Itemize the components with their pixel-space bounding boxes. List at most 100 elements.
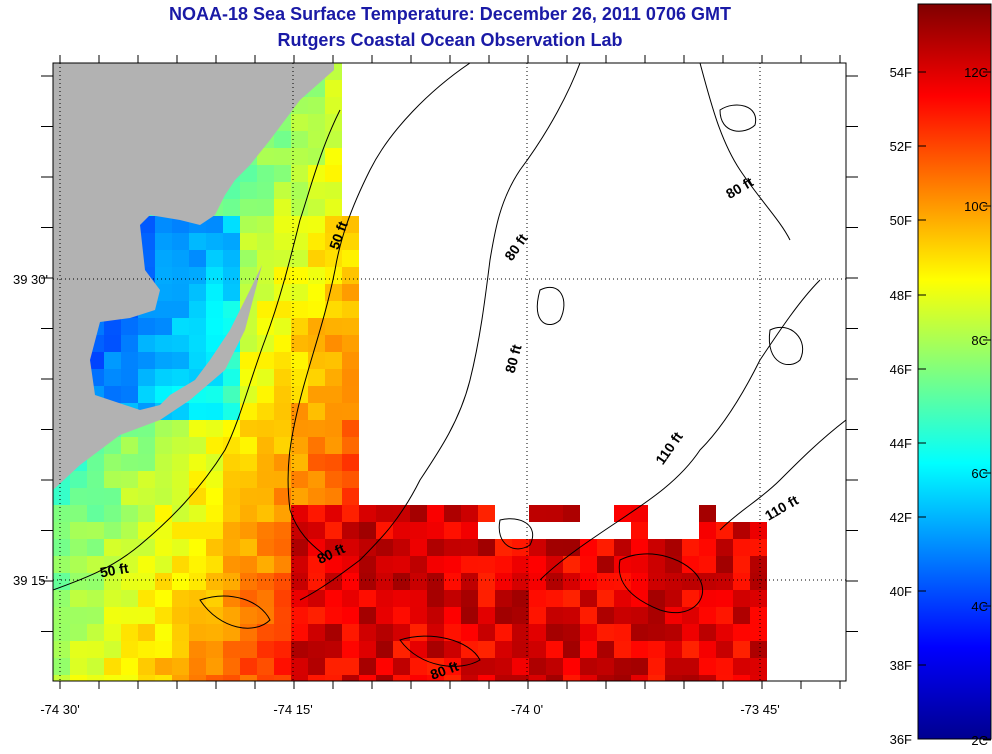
temperature-cell xyxy=(699,641,716,658)
temperature-cell xyxy=(631,675,648,681)
temperature-cell xyxy=(274,573,291,590)
temperature-cell xyxy=(291,352,308,369)
temperature-cell xyxy=(121,556,138,573)
temperature-cell xyxy=(427,675,444,681)
temperature-cell xyxy=(87,658,104,675)
temperature-cell xyxy=(104,658,121,675)
temperature-cell xyxy=(274,590,291,607)
temperature-cell xyxy=(223,471,240,488)
temperature-cell xyxy=(87,641,104,658)
temperature-cell xyxy=(376,641,393,658)
temperature-cell xyxy=(478,675,495,681)
temperature-cell xyxy=(138,369,155,386)
temperature-cell xyxy=(308,522,325,539)
temperature-cell xyxy=(614,658,631,675)
temperature-cell xyxy=(546,505,563,522)
temperature-cell xyxy=(206,522,223,539)
temperature-cell xyxy=(631,539,648,556)
temperature-cell xyxy=(155,352,172,369)
temperature-cell xyxy=(750,539,767,556)
temperature-cell xyxy=(189,437,206,454)
temperature-cell xyxy=(172,369,189,386)
colorbar-c-label: 8C xyxy=(971,333,988,348)
temperature-cell xyxy=(699,573,716,590)
temperature-cell xyxy=(546,658,563,675)
temperature-cell xyxy=(325,471,342,488)
temperature-cell xyxy=(206,675,223,681)
temperature-cell xyxy=(274,386,291,403)
temperature-cell xyxy=(529,539,546,556)
temperature-cell xyxy=(359,641,376,658)
temperature-cell xyxy=(172,590,189,607)
temperature-cell xyxy=(274,505,291,522)
temperature-cell xyxy=(614,556,631,573)
temperature-cell xyxy=(716,658,733,675)
temperature-cell xyxy=(665,675,682,681)
temperature-cell xyxy=(291,301,308,318)
temperature-cell xyxy=(512,573,529,590)
temperature-cell xyxy=(750,590,767,607)
contour-label: 80 ft xyxy=(502,342,525,374)
temperature-cell xyxy=(444,675,461,681)
temperature-cell xyxy=(342,403,359,420)
temperature-cell xyxy=(733,641,750,658)
temperature-cell xyxy=(478,573,495,590)
temperature-cell xyxy=(665,590,682,607)
temperature-cell xyxy=(376,590,393,607)
temperature-cell xyxy=(53,539,70,556)
temperature-cell xyxy=(342,420,359,437)
temperature-cell xyxy=(512,556,529,573)
temperature-cell xyxy=(138,539,155,556)
temperature-cell xyxy=(274,250,291,267)
temperature-cell xyxy=(155,658,172,675)
temperature-cell xyxy=(631,573,648,590)
temperature-cell xyxy=(750,573,767,590)
x-tick-label: -74 0' xyxy=(511,702,543,717)
axis-tick-marks xyxy=(41,55,858,689)
temperature-cell xyxy=(529,658,546,675)
temperature-cell xyxy=(53,573,70,590)
temperature-cell xyxy=(444,505,461,522)
temperature-cell xyxy=(189,607,206,624)
temperature-cell xyxy=(172,301,189,318)
temperature-cell xyxy=(325,607,342,624)
temperature-cell xyxy=(206,454,223,471)
temperature-cell xyxy=(393,641,410,658)
temperature-cell xyxy=(206,641,223,658)
temperature-cell xyxy=(291,318,308,335)
temperature-cell xyxy=(87,505,104,522)
temperature-cell xyxy=(699,556,716,573)
temperature-cell xyxy=(257,556,274,573)
temperature-cell xyxy=(393,590,410,607)
temperature-cell xyxy=(648,539,665,556)
temperature-cell xyxy=(274,675,291,681)
temperature-cell xyxy=(342,556,359,573)
temperature-cell xyxy=(308,369,325,386)
temperature-cell xyxy=(427,590,444,607)
temperature-cell xyxy=(325,539,342,556)
temperature-cell xyxy=(257,522,274,539)
temperature-cell xyxy=(597,590,614,607)
temperature-cell xyxy=(325,335,342,352)
temperature-cell xyxy=(410,573,427,590)
temperature-cell xyxy=(223,403,240,420)
temperature-cell xyxy=(291,148,308,165)
colorbar-c-label: 4C xyxy=(971,599,988,614)
temperature-cell xyxy=(274,556,291,573)
temperature-cell xyxy=(461,556,478,573)
temperature-cell xyxy=(138,658,155,675)
colorbar-f-label: 46F xyxy=(890,362,912,377)
temperature-cell xyxy=(325,131,342,148)
temperature-cell xyxy=(257,403,274,420)
temperature-cell xyxy=(121,352,138,369)
temperature-cell xyxy=(716,590,733,607)
temperature-cell xyxy=(121,607,138,624)
temperature-cell xyxy=(427,607,444,624)
temperature-cell xyxy=(444,590,461,607)
temperature-cell xyxy=(104,505,121,522)
temperature-cell xyxy=(291,114,308,131)
temperature-cell xyxy=(70,539,87,556)
temperature-cell xyxy=(104,539,121,556)
depth-contours xyxy=(53,63,846,667)
temperature-cell xyxy=(240,539,257,556)
